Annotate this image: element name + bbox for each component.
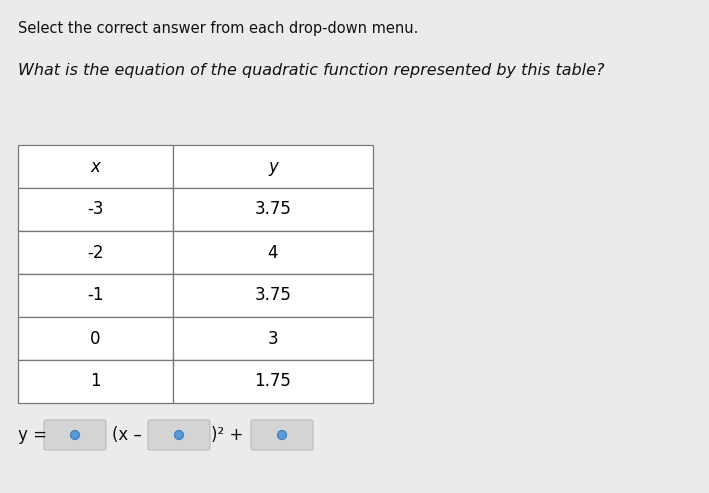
FancyBboxPatch shape	[148, 420, 210, 450]
Text: y =: y =	[18, 426, 47, 444]
Circle shape	[174, 430, 184, 439]
Bar	[18, 317, 173, 360]
Bar	[18, 188, 173, 231]
Text: )² +: )² +	[211, 426, 243, 444]
Text: -1: -1	[87, 286, 104, 305]
Bar	[173, 188, 373, 231]
Text: What is the equation of the quadratic function represented by this table?: What is the equation of the quadratic fu…	[18, 63, 605, 77]
FancyBboxPatch shape	[251, 420, 313, 450]
Text: 3.75: 3.75	[255, 286, 291, 305]
Bar	[18, 360, 173, 403]
Bar	[18, 231, 173, 274]
Bar	[173, 145, 373, 188]
Circle shape	[70, 430, 79, 439]
Text: -3: -3	[87, 201, 104, 218]
Text: 1.75: 1.75	[255, 373, 291, 390]
Bar	[173, 231, 373, 274]
Text: 4: 4	[268, 244, 278, 261]
Bar	[18, 274, 173, 317]
Text: (x –: (x –	[112, 426, 142, 444]
Text: y: y	[268, 157, 278, 176]
Text: 1: 1	[90, 373, 101, 390]
Text: -2: -2	[87, 244, 104, 261]
Bar	[173, 274, 373, 317]
Bar	[18, 145, 173, 188]
Text: 3.75: 3.75	[255, 201, 291, 218]
Bar	[173, 317, 373, 360]
Text: 3: 3	[268, 329, 279, 348]
Circle shape	[277, 430, 286, 439]
Text: 0: 0	[90, 329, 101, 348]
Text: Select the correct answer from each drop-down menu.: Select the correct answer from each drop…	[18, 21, 418, 35]
Text: x: x	[91, 157, 101, 176]
Bar	[173, 360, 373, 403]
FancyBboxPatch shape	[44, 420, 106, 450]
